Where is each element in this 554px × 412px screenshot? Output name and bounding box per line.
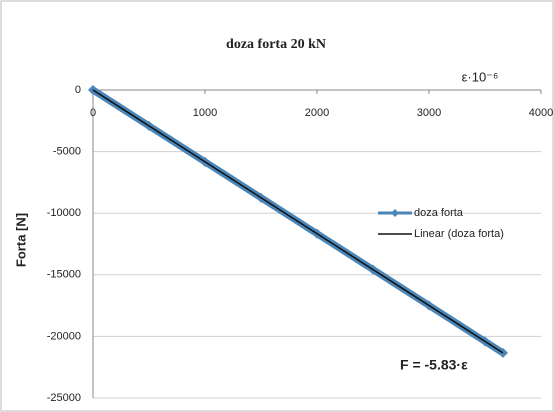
y-tick-label: -15000 bbox=[47, 269, 81, 281]
y-tick-label: -5000 bbox=[53, 146, 81, 158]
y-tick-label: -25000 bbox=[47, 392, 81, 404]
annotation: F = -5.83·ε bbox=[400, 357, 468, 373]
x-tick-label: 4000 bbox=[529, 107, 553, 119]
x-axis-label: ε·10⁻⁶ bbox=[462, 69, 499, 84]
legend-marker bbox=[391, 209, 399, 217]
x-tick-label: 2000 bbox=[305, 107, 329, 119]
series-line bbox=[92, 89, 504, 354]
x-tick-label: 1000 bbox=[193, 107, 217, 119]
chart-title: doza forta 20 kN bbox=[226, 37, 326, 52]
y-axis-label: Forta [N] bbox=[13, 213, 28, 267]
y-tick-label: -20000 bbox=[47, 330, 81, 342]
x-tick-label: 3000 bbox=[417, 107, 441, 119]
y-tick-label: -10000 bbox=[47, 207, 81, 219]
y-tick-label: 0 bbox=[75, 84, 81, 96]
legend-label: Linear (doza forta) bbox=[414, 228, 504, 240]
x-tick-label: 0 bbox=[90, 107, 96, 119]
legend-label: doza forta bbox=[414, 207, 464, 219]
